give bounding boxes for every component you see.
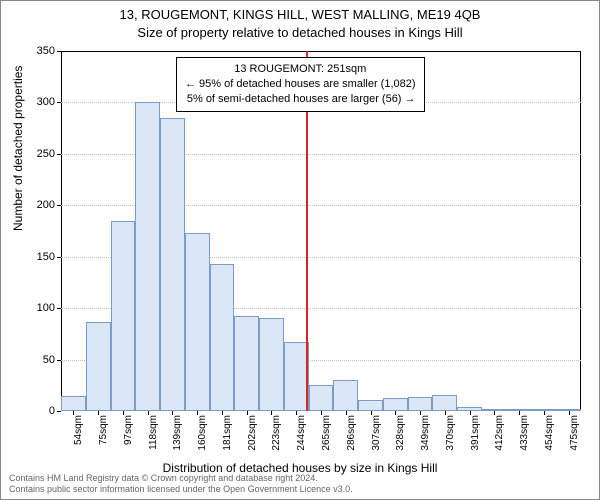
x-tick-mark xyxy=(123,411,124,415)
annotation-box: 13 ROUGEMONT: 251sqm← 95% of detached ho… xyxy=(176,57,425,112)
histogram-bar xyxy=(408,397,433,411)
x-tick-label: 412sqm xyxy=(494,415,505,451)
chart-title-line1: 13, ROUGEMONT, KINGS HILL, WEST MALLING,… xyxy=(1,7,599,22)
histogram-bar xyxy=(111,221,136,411)
x-tick-mark xyxy=(148,411,149,415)
x-tick-mark xyxy=(420,411,421,415)
x-tick-label: 223sqm xyxy=(271,415,282,451)
histogram-bar xyxy=(234,316,259,411)
x-tick-label: 475sqm xyxy=(569,415,580,451)
x-tick-mark xyxy=(247,411,248,415)
x-tick-mark xyxy=(470,411,471,415)
x-tick-mark xyxy=(346,411,347,415)
histogram-bar xyxy=(86,322,111,411)
x-tick-mark xyxy=(73,411,74,415)
x-tick-mark xyxy=(569,411,570,415)
y-tick-mark xyxy=(57,411,61,412)
histogram-bar xyxy=(432,395,457,411)
histogram-bar xyxy=(358,400,383,411)
x-tick-mark xyxy=(296,411,297,415)
y-tick-mark xyxy=(57,154,61,155)
histogram-bar xyxy=(185,233,210,411)
x-tick-label: 307sqm xyxy=(371,415,382,451)
histogram-bar xyxy=(160,118,185,411)
x-tick-label: 328sqm xyxy=(395,415,406,451)
x-tick-label: 118sqm xyxy=(148,415,159,450)
x-tick-mark xyxy=(395,411,396,415)
annotation-line3: 5% of semi-detached houses are larger (5… xyxy=(185,92,416,107)
x-tick-label: 244sqm xyxy=(296,415,307,451)
histogram-bar xyxy=(259,318,284,411)
y-tick-label: 50 xyxy=(43,354,55,366)
footer-line1: Contains HM Land Registry data © Crown c… xyxy=(9,473,353,484)
y-tick-label: 300 xyxy=(37,96,55,108)
x-tick-mark xyxy=(271,411,272,415)
x-tick-mark xyxy=(172,411,173,415)
x-tick-label: 160sqm xyxy=(197,415,208,451)
x-tick-mark xyxy=(98,411,99,415)
x-tick-label: 391sqm xyxy=(470,415,481,451)
x-tick-label: 286sqm xyxy=(346,415,357,451)
x-tick-label: 349sqm xyxy=(420,415,431,451)
x-tick-mark xyxy=(321,411,322,415)
y-tick-label: 100 xyxy=(37,302,55,314)
x-tick-mark xyxy=(544,411,545,415)
y-tick-mark xyxy=(57,308,61,309)
x-tick-mark xyxy=(445,411,446,415)
x-tick-label: 75sqm xyxy=(98,415,109,445)
y-tick-label: 250 xyxy=(37,148,55,160)
y-tick-label: 0 xyxy=(49,405,55,417)
chart-container: 13, ROUGEMONT, KINGS HILL, WEST MALLING,… xyxy=(0,0,600,500)
annotation-line1: 13 ROUGEMONT: 251sqm xyxy=(185,62,416,77)
y-tick-mark xyxy=(57,205,61,206)
x-tick-label: 54sqm xyxy=(73,415,84,445)
x-tick-label: 265sqm xyxy=(321,415,332,451)
x-tick-label: 97sqm xyxy=(123,415,134,445)
y-axis-label: Number of detached properties xyxy=(11,66,25,231)
annotation-line2: ← 95% of detached houses are smaller (1,… xyxy=(185,77,416,92)
x-tick-label: 181sqm xyxy=(222,415,233,451)
x-tick-label: 433sqm xyxy=(519,415,530,451)
x-tick-mark xyxy=(222,411,223,415)
footer-attribution: Contains HM Land Registry data © Crown c… xyxy=(9,473,353,495)
x-tick-mark xyxy=(371,411,372,415)
x-tick-label: 202sqm xyxy=(247,415,258,451)
x-tick-mark xyxy=(494,411,495,415)
y-tick-label: 200 xyxy=(37,199,55,211)
x-tick-mark xyxy=(197,411,198,415)
histogram-bar xyxy=(309,385,334,411)
histogram-bar xyxy=(333,380,358,411)
y-tick-label: 350 xyxy=(37,45,55,57)
chart-title-line2: Size of property relative to detached ho… xyxy=(1,25,599,40)
y-tick-label: 150 xyxy=(37,251,55,263)
x-tick-mark xyxy=(519,411,520,415)
y-tick-mark xyxy=(57,360,61,361)
y-tick-mark xyxy=(57,257,61,258)
histogram-bar xyxy=(61,396,86,411)
y-tick-mark xyxy=(57,51,61,52)
histogram-bar xyxy=(135,102,160,411)
x-tick-label: 370sqm xyxy=(445,415,456,451)
histogram-bar xyxy=(383,398,408,411)
y-tick-mark xyxy=(57,102,61,103)
plot-area: 05010015020025030035054sqm75sqm97sqm118s… xyxy=(61,51,581,411)
histogram-bar xyxy=(210,264,235,411)
x-tick-label: 454sqm xyxy=(544,415,555,451)
footer-line2: Contains public sector information licen… xyxy=(9,484,353,495)
x-tick-label: 139sqm xyxy=(172,415,183,451)
